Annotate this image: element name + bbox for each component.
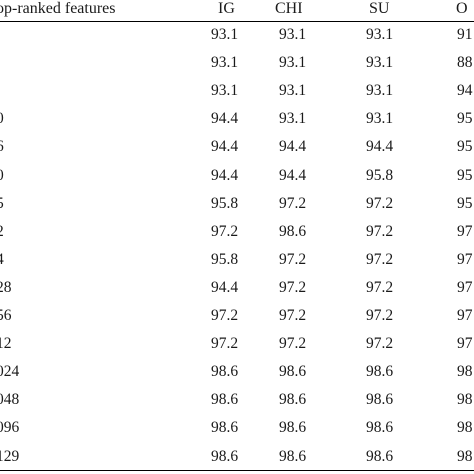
cell-chi: 98.6: [279, 222, 307, 240]
cell-chi: 98.6: [279, 363, 307, 381]
cell-su: 95.8: [366, 166, 394, 184]
cell-features: 6: [0, 138, 4, 156]
cell-ig: 97.2: [211, 222, 239, 240]
cell-chi: 97.2: [279, 307, 307, 324]
cell-ig: 98.6: [211, 363, 239, 381]
cell-ig: 95.8: [211, 194, 239, 212]
cell-features: 5: [0, 195, 4, 213]
cell-su: 93.1: [366, 82, 394, 100]
cell-o: 97: [457, 250, 473, 268]
cell-chi: 97.2: [279, 278, 307, 296]
cell-features: 0: [0, 110, 4, 128]
cell-chi: 93.1: [279, 82, 307, 100]
cell-su: 97.2: [366, 278, 394, 296]
cell-chi: 94.4: [279, 138, 307, 156]
cell-su: 94.4: [366, 138, 394, 156]
cell-ig: 98.6: [211, 391, 239, 409]
cell-ig: 98.6: [211, 419, 239, 437]
cell-ig: 95.8: [211, 250, 239, 268]
header-rule: [0, 21, 474, 22]
cell-su: 93.1: [366, 26, 394, 43]
cell-o: 98: [457, 447, 473, 465]
cell-chi: 98.6: [279, 447, 307, 465]
cell-o: 98: [457, 363, 473, 381]
cell-o: 95: [457, 166, 473, 184]
cell-features: 048: [0, 391, 20, 409]
cell-chi: 97.2: [279, 250, 307, 268]
cell-su: 98.6: [366, 447, 394, 465]
cell-ig: 94.4: [211, 110, 239, 128]
cell-o: 94: [457, 82, 473, 100]
cell-ig: 97.2: [211, 307, 239, 324]
header-su: SU: [369, 0, 390, 17]
cell-ig: 93.1: [211, 82, 239, 100]
cell-o: 95: [457, 138, 473, 156]
cell-ig: 94.4: [211, 138, 239, 156]
cell-features: 4: [0, 251, 4, 269]
header-features: op-ranked features: [0, 0, 116, 17]
cell-ig: 93.1: [211, 26, 239, 43]
cell-su: 97.2: [366, 250, 394, 268]
cell-o: 97: [457, 335, 473, 353]
cell-o: 98: [457, 391, 473, 409]
cell-chi: 93.1: [279, 54, 307, 72]
cell-chi: 97.2: [279, 335, 307, 353]
cell-su: 93.1: [366, 110, 394, 128]
header-chi: CHI: [275, 0, 303, 17]
cell-chi: 97.2: [279, 194, 307, 212]
cell-o: 98: [457, 419, 473, 437]
cell-o: 97: [457, 222, 473, 240]
cell-su: 98.6: [366, 391, 394, 409]
cell-su: 97.2: [366, 307, 394, 324]
cell-chi: 98.6: [279, 391, 307, 409]
cell-o: 95: [457, 110, 473, 128]
cell-features: 12: [0, 335, 12, 353]
cell-su: 97.2: [366, 194, 394, 212]
cell-features: 129: [0, 447, 20, 465]
cell-o: 91: [457, 26, 473, 43]
cell-su: 93.1: [366, 54, 394, 72]
cell-features: 28: [0, 278, 12, 296]
cell-chi: 94.4: [279, 166, 307, 184]
header-o: O: [456, 0, 468, 17]
cell-features: 56: [0, 307, 12, 324]
cell-ig: 98.6: [211, 447, 239, 465]
cell-chi: 93.1: [279, 26, 307, 43]
cell-ig: 93.1: [211, 54, 239, 72]
cell-su: 98.6: [366, 363, 394, 381]
bottom-rule: [0, 470, 474, 471]
cell-features: 0: [0, 167, 4, 185]
cell-o: 88: [457, 54, 473, 72]
cell-features: 096: [0, 419, 20, 437]
cell-ig: 94.4: [211, 278, 239, 296]
cell-ig: 94.4: [211, 166, 239, 184]
cell-su: 97.2: [366, 222, 394, 240]
cell-o: 95: [457, 194, 473, 212]
header-ig: IG: [218, 0, 235, 17]
cell-o: 97: [457, 278, 473, 296]
cell-features: 2: [0, 223, 4, 241]
cell-chi: 93.1: [279, 110, 307, 128]
cell-chi: 98.6: [279, 419, 307, 437]
cell-su: 97.2: [366, 335, 394, 353]
cell-o: 97: [457, 307, 473, 324]
cell-su: 98.6: [366, 419, 394, 437]
cell-features: 024: [0, 363, 20, 381]
cell-ig: 97.2: [211, 335, 239, 353]
